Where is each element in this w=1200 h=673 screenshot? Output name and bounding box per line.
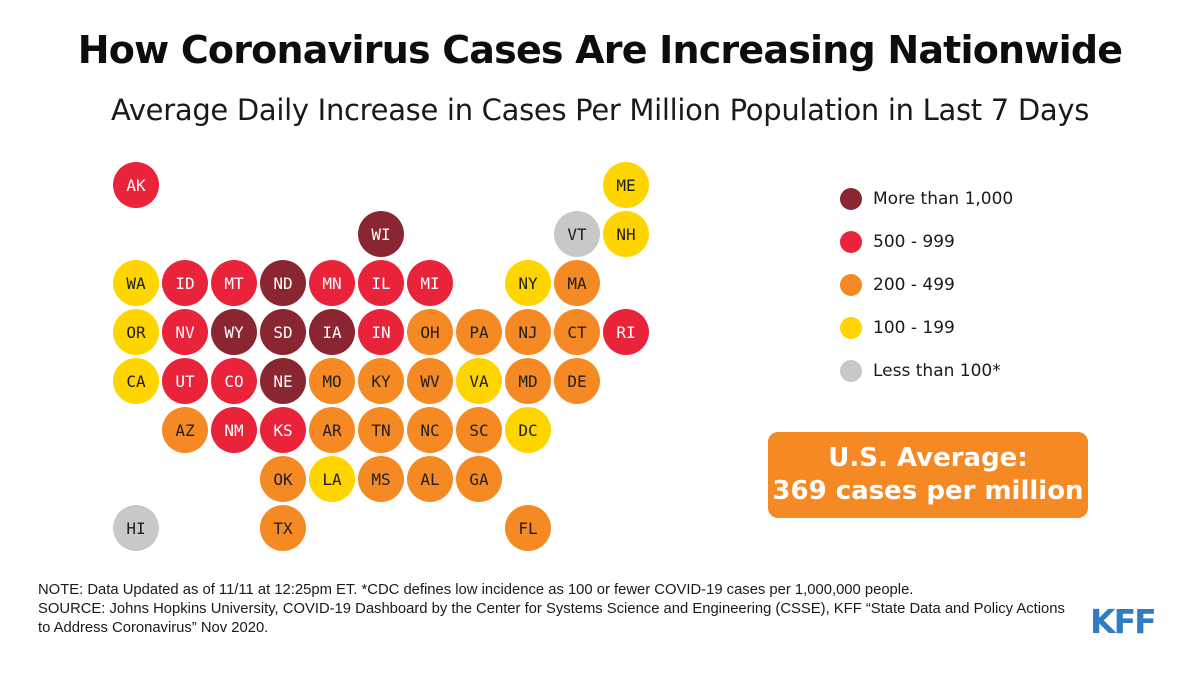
state-tile-ut: UT: [162, 358, 208, 404]
state-tile-nc: NC: [407, 407, 453, 453]
state-tile-hi: HI: [113, 505, 159, 551]
us-average-callout: U.S. Average: 369 cases per million: [768, 432, 1088, 518]
state-tile-sd: SD: [260, 309, 306, 355]
legend-label: Less than 100*: [873, 361, 1001, 381]
state-tile-ne: NE: [260, 358, 306, 404]
state-tile-az: AZ: [162, 407, 208, 453]
state-tile-il: IL: [358, 260, 404, 306]
legend-item-200-499: 200 - 499: [840, 273, 955, 297]
state-tile-wi: WI: [358, 211, 404, 257]
kff-logo: KFF: [1090, 602, 1157, 641]
state-tile-nj: NJ: [505, 309, 551, 355]
state-tile-vt: VT: [554, 211, 600, 257]
state-tile-nh: NH: [603, 211, 649, 257]
state-tile-ca: CA: [113, 358, 159, 404]
state-tile-ny: NY: [505, 260, 551, 306]
state-tile-ga: GA: [456, 456, 502, 502]
legend-label: 200 - 499: [873, 275, 955, 295]
state-tile-ar: AR: [309, 407, 355, 453]
legend-swatch: [840, 231, 862, 253]
state-tile-mt: MT: [211, 260, 257, 306]
legend-item-100-199: 100 - 199: [840, 316, 955, 340]
footnote: NOTE: Data Updated as of 11/11 at 12:25p…: [38, 581, 1078, 638]
state-tile-oh: OH: [407, 309, 453, 355]
state-tile-wy: WY: [211, 309, 257, 355]
state-tile-md: MD: [505, 358, 551, 404]
chart-subtitle: Average Daily Increase in Cases Per Mill…: [110, 93, 1090, 127]
state-tile-wv: WV: [407, 358, 453, 404]
state-tile-al: AL: [407, 456, 453, 502]
state-tile-nd: ND: [260, 260, 306, 306]
state-tile-wa: WA: [113, 260, 159, 306]
legend-swatch: [840, 360, 862, 382]
legend-label: More than 1,000: [873, 189, 1014, 209]
state-tile-id: ID: [162, 260, 208, 306]
state-tile-ky: KY: [358, 358, 404, 404]
state-tile-ks: KS: [260, 407, 306, 453]
state-tile-ri: RI: [603, 309, 649, 355]
state-tile-fl: FL: [505, 505, 551, 551]
state-tile-mn: MN: [309, 260, 355, 306]
legend-swatch: [840, 188, 862, 210]
legend-swatch: [840, 317, 862, 339]
chart-title: How Coronavirus Cases Are Increasing Nat…: [77, 28, 1123, 72]
state-tile-ak: AK: [113, 162, 159, 208]
state-tile-mi: MI: [407, 260, 453, 306]
state-tile-de: DE: [554, 358, 600, 404]
state-tile-la: LA: [309, 456, 355, 502]
state-tile-pa: PA: [456, 309, 502, 355]
state-tile-ct: CT: [554, 309, 600, 355]
state-tile-tn: TN: [358, 407, 404, 453]
state-tile-in: IN: [358, 309, 404, 355]
state-tile-sc: SC: [456, 407, 502, 453]
legend-item-more-than-1000: More than 1,000: [840, 187, 1013, 211]
state-tile-or: OR: [113, 309, 159, 355]
us-average-value: 369 cases per million: [772, 476, 1084, 506]
state-tile-ok: OK: [260, 456, 306, 502]
state-tile-nm: NM: [211, 407, 257, 453]
state-tile-dc: DC: [505, 407, 551, 453]
state-tile-mo: MO: [309, 358, 355, 404]
state-tile-tx: TX: [260, 505, 306, 551]
state-tile-va: VA: [456, 358, 502, 404]
legend-swatch: [840, 274, 862, 296]
legend-label: 100 - 199: [873, 318, 955, 338]
state-tile-ia: IA: [309, 309, 355, 355]
us-average-label: U.S. Average:: [828, 443, 1028, 473]
note-text: NOTE: Data Updated as of 11/11 at 12:25p…: [38, 582, 914, 598]
state-tile-me: ME: [603, 162, 649, 208]
legend-item-less-than-100: Less than 100*: [840, 359, 1001, 383]
legend-item-500-999: 500 - 999: [840, 230, 955, 254]
state-tile-ma: MA: [554, 260, 600, 306]
legend-label: 500 - 999: [873, 232, 955, 252]
state-tile-co: CO: [211, 358, 257, 404]
state-tile-nv: NV: [162, 309, 208, 355]
source-text: SOURCE: Johns Hopkins University, COVID-…: [38, 601, 1065, 636]
state-tile-ms: MS: [358, 456, 404, 502]
